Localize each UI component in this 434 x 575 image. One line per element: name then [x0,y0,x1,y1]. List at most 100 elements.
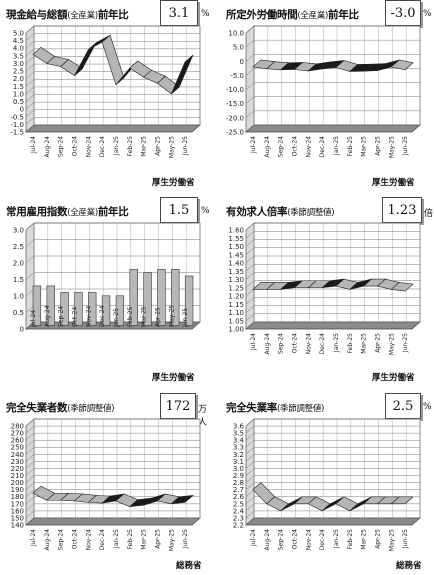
x-tick-label: Nov-24 [305,136,312,158]
panel-title: 有効求人倍率(季節調整値) [226,206,335,218]
y-tick-label: 0 [20,326,24,334]
y-tick-label: 1.35 [228,268,244,276]
x-tick-label: Jan-25 [333,333,340,353]
x-tick-label: Oct-24 [291,529,298,549]
y-tick-label: 1.55 [228,235,244,243]
chart-side-wall [25,25,35,133]
bar [74,292,83,326]
x-tick-label: Feb-25 [127,136,134,157]
y-tick-label: 2.8 [233,479,244,487]
y-tick-label: 3.6 [233,423,245,431]
x-tick-label: Aug-24 [44,136,51,158]
source-label: 厚生労働省 [372,178,415,188]
x-tick-label: Nov-24 [305,333,312,355]
x-tick-label: Jul-24 [30,529,37,547]
y-tick-label: 3.0 [233,465,244,473]
x-tick-label: Feb-25 [347,333,354,354]
x-tick-label: Jan-25 [113,529,120,549]
panel-title: 現金給与総額(全産業)前年比 [6,9,129,21]
x-tick-label: Nov-24 [85,305,92,327]
chart-floor [25,517,201,526]
y-tick-label: 4.0 [13,45,24,53]
line-ribbon-segment [170,494,194,505]
x-tick-label: Dec-24 [319,136,326,158]
x-tick-label: Jun-25 [182,308,189,328]
y-tick-label: 2.5 [13,243,24,251]
x-tick-label: Apr-25 [154,307,161,327]
x-tick-label: Nov-24 [305,529,312,551]
y-tick-label: 250 [11,444,24,452]
value-unit: 万人 [198,405,208,428]
y-tick-label: 270 [11,430,24,438]
y-tick-label: 1.25 [228,284,244,292]
bar [60,292,69,326]
x-tick-label: Apr-25 [374,333,381,353]
y-tick-label: 2.7 [233,486,244,494]
x-tick-label: Mar-25 [141,306,148,327]
value-unit: % [201,206,210,216]
latest-value-box: 1.23 [382,197,422,223]
latest-value: 1.23 [387,202,417,218]
y-tick-label: -1.0 [10,121,24,129]
x-tick-label: Dec-24 [99,136,106,158]
chart-hours: 10.0 5.0 0 -5.0 -10.0 -15.0 -20.0 -25.0 Jul-24 Au… [226,25,421,158]
y-tick-label: 1.5 [13,276,24,284]
y-tick-label: 2.5 [233,500,244,508]
x-tick-label: Sep-24 [278,136,285,157]
x-tick-label: Feb-25 [127,529,134,550]
y-tick-label: 1.60 [228,227,244,235]
source-label: 総務省 [396,561,422,571]
y-tick-label: 0.5 [13,98,24,106]
x-tick-label: Jun-25 [182,529,189,549]
x-tick-label: Nov-24 [85,529,92,551]
y-tick-label: 2.6 [233,493,245,501]
y-tick-label: 3.2 [233,451,244,459]
chart-wages: 5.04.54.03.53.02.52.01.51.00.50-0.5-1.0-… [10,25,201,158]
y-tick-label: 2.0 [13,260,24,268]
chart-employment: 3.0 2.5 2.0 1.5 1.0 0.5 0 Jul-24 Aug-24 Sep-24 Oct… [13,222,201,334]
y-tick-label: 1.00 [228,326,244,334]
y-tick-label: -15.0 [226,100,244,108]
value-unit: % [423,9,432,19]
x-tick-label: Aug-24 [264,136,271,158]
y-tick-label: 2.2 [233,522,244,530]
panel-title: 所定外労働時間(全産業)前年比 [226,9,359,21]
bar [184,275,194,326]
chart-side-wall [245,25,255,133]
x-tick-label: Jul-24 [30,310,37,328]
y-tick-label: 0.5 [13,309,24,317]
x-tick-label: Sep-24 [58,306,65,327]
line-ribbon-segment [390,496,414,505]
y-tick-label: 1.0 [13,293,24,301]
x-tick-label: May-25 [168,136,175,158]
x-tick-label: Aug-24 [44,529,51,551]
x-tick-label: May-25 [388,136,395,158]
panel-title: 完全失業率(季節調整値) [226,402,325,414]
x-tick-label: Dec-24 [319,333,326,355]
y-tick-label: 5.0 [233,44,244,52]
y-tick-label: 160 [11,507,24,515]
y-tick-label: 5.0 [13,30,24,38]
y-tick-label: 3.3 [233,444,244,452]
x-tick-label: Jan-25 [333,136,340,156]
y-tick-label: 260 [11,437,24,445]
x-tick-label: Jun-25 [402,529,409,549]
x-tick-label: Dec-24 [99,529,106,551]
x-tick-label: Oct-24 [71,307,78,327]
y-tick-label: -0.5 [10,113,24,121]
y-tick-label: 3.4 [233,437,245,445]
y-tick-label: 170 [11,500,24,508]
y-tick-label: 0 [20,106,24,114]
y-tick-label: 3.0 [13,227,24,235]
value-unit: % [423,402,432,412]
y-tick-label: 2.4 [233,507,245,515]
latest-value-box: 1.5 [160,197,198,223]
y-tick-label: 3.1 [233,458,244,466]
y-tick-label: 1.15 [228,301,244,309]
y-tick-label: 1.20 [228,293,244,301]
x-tick-label: Feb-25 [347,136,354,157]
latest-value: 2.5 [392,398,414,414]
x-tick-label: Jul-24 [250,136,257,154]
y-tick-label: -25.0 [226,129,244,137]
y-tick-label: 240 [11,451,24,459]
